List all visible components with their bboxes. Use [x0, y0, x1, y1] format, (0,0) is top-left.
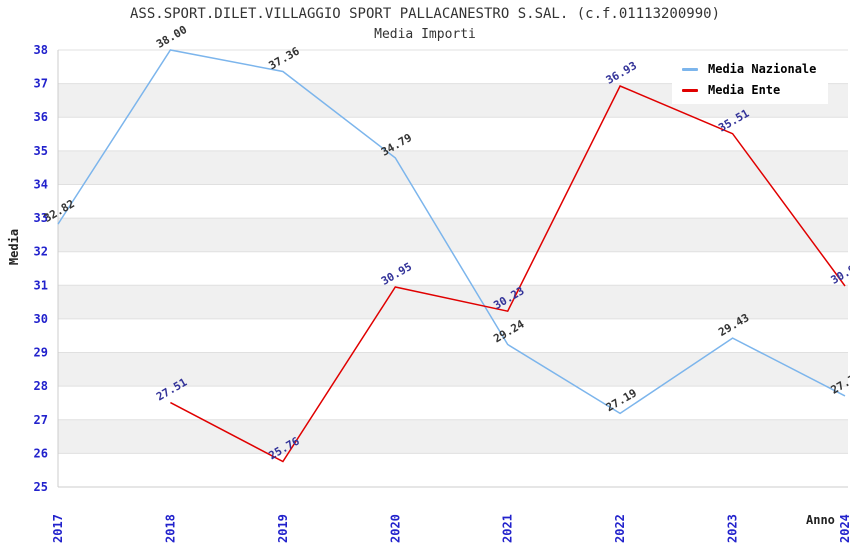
- plot-band: [58, 419, 848, 454]
- y-tick-label: 26: [34, 446, 48, 460]
- plot-band: [58, 150, 848, 185]
- chart-subtitle: Media Importi: [374, 27, 476, 42]
- y-tick-label: 33: [34, 211, 48, 225]
- legend-item-media-ente[interactable]: Media Ente: [682, 83, 816, 97]
- legend-item-label: Media Nazionale: [708, 62, 817, 76]
- y-tick-label: 30: [34, 312, 48, 326]
- data-label-media-nazionale: 29.24: [491, 317, 527, 345]
- data-label-media-ente: 30.95: [379, 260, 414, 288]
- legend-item-media-nazionale[interactable]: Media Nazionale: [682, 62, 816, 76]
- y-tick-label: 27: [34, 413, 48, 427]
- data-label-media-ente: 36.93: [604, 59, 639, 87]
- y-tick-label: 29: [34, 346, 48, 360]
- data-label-media-nazionale: 27.19: [604, 386, 639, 414]
- y-tick-label: 36: [34, 110, 48, 124]
- y-tick-label: 28: [34, 379, 48, 393]
- x-tick-label: 2019: [276, 514, 290, 543]
- x-tick-label: 2022: [613, 514, 627, 543]
- y-tick-label: 34: [34, 177, 48, 191]
- x-tick-label: 2023: [726, 514, 740, 543]
- legend-item-label: Media Ente: [708, 83, 781, 97]
- data-label-media-nazionale: 37.36: [267, 44, 303, 72]
- y-axis-title: Media: [7, 228, 21, 266]
- plot-band: [58, 218, 848, 252]
- legend: Media Nazionale Media Ente: [672, 55, 829, 104]
- x-tick-label: 2017: [51, 514, 65, 543]
- x-tick-label: 2024: [838, 514, 850, 543]
- line-swatch-icon: [682, 88, 698, 92]
- x-axis-title: Anno: [806, 513, 835, 527]
- y-tick-label: 38: [34, 43, 48, 57]
- chart-title: ASS.SPORT.DILET.VILLAGGIO SPORT PALLACAN…: [129, 6, 720, 22]
- y-tick-label: 37: [34, 77, 48, 91]
- y-tick-label: 31: [34, 278, 48, 292]
- plot-band: [58, 285, 848, 319]
- plot-band: [58, 352, 848, 387]
- y-tick-label: 35: [34, 144, 48, 158]
- x-tick-label: 2020: [388, 514, 402, 543]
- data-label-media-ente: 30.98: [829, 259, 850, 287]
- x-tick-label: 2021: [501, 514, 515, 543]
- series-line-media-ente[interactable]: [170, 85, 846, 463]
- y-tick-label: 25: [34, 480, 48, 494]
- y-tick-label: 32: [34, 245, 48, 259]
- line-swatch-icon: [682, 67, 698, 71]
- series-line-media-nazionale[interactable]: [57, 49, 846, 415]
- x-tick-label: 2018: [163, 514, 177, 543]
